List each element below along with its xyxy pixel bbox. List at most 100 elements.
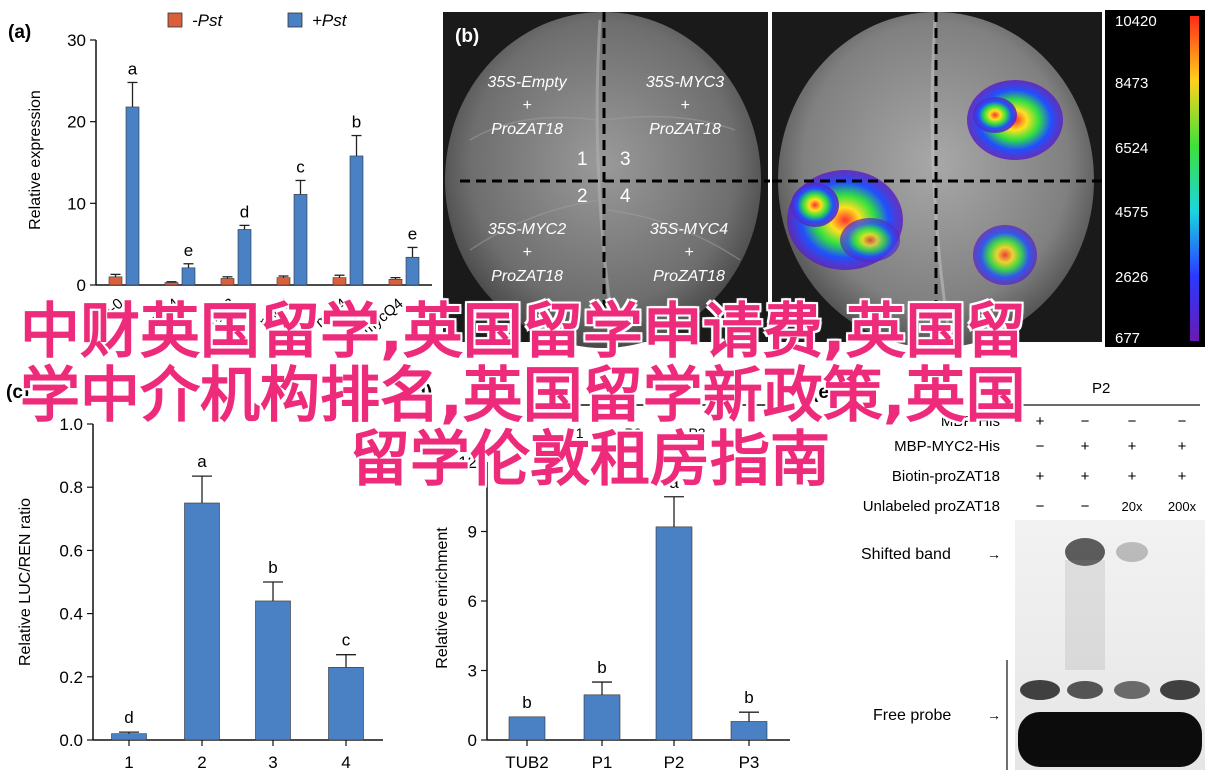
bar-minus-pst: [164, 282, 179, 286]
significance-letter: b: [597, 658, 606, 677]
arrow-icon: →: [987, 546, 1001, 562]
x-tick-label: 1: [124, 753, 133, 772]
panel-b: (b) 35S-Empty + ProZAT18 35S-MYC3 + ProZ…: [443, 10, 1205, 348]
panel-e: (e) P2 MBP-His MBP-MYC2-His Biotin-proZA…: [812, 380, 1205, 770]
bar-plus-pst: [125, 106, 140, 286]
y-tick-label: 0: [77, 276, 86, 295]
quadrant-numbers: 1 3 2 4: [577, 149, 631, 207]
construct-label: +: [680, 97, 689, 114]
significance-letter: c: [296, 157, 305, 176]
emsa-cell: +: [1081, 438, 1090, 455]
x-tick-label: myc3: [256, 295, 294, 331]
row-label: Unlabeled proZAT18: [863, 498, 1000, 515]
y-tick-label: 0.8: [59, 478, 83, 497]
y-tick-label: 3: [468, 662, 477, 681]
row-label: MBP-MYC2-His: [894, 438, 1000, 455]
x-tick-label: TUB2: [505, 753, 548, 772]
significance-letter: b: [744, 688, 753, 707]
significance-letter: c: [342, 631, 351, 650]
chart-d: 0 3 6 9 12 b TUB2 b P1 a P2 b P3: [458, 453, 790, 772]
bar-minus-pst: [108, 276, 123, 286]
bar: [508, 716, 546, 741]
y-tick-label: 1.0: [59, 415, 83, 434]
construct-labels: 35S-Empty + ProZAT18 35S-MYC3 + ProZAT18…: [487, 74, 728, 285]
quadrant-number: 4: [620, 186, 631, 207]
emsa-cell: −: [1036, 498, 1045, 515]
panel-e-tag: (e): [812, 382, 835, 403]
y-tick-label: 9: [468, 523, 477, 542]
y-tick-label: 0.4: [59, 605, 83, 624]
bar-plus-pst: [349, 155, 364, 286]
x-tick-label: P1: [592, 753, 613, 772]
region-label: P2: [624, 425, 641, 441]
p2-label: P2: [1092, 380, 1110, 397]
construct-label: 35S-Empty: [487, 74, 567, 91]
significance-letter: e: [408, 224, 417, 243]
y-tick-label: 10: [67, 194, 86, 213]
emsa-cell: +: [1178, 468, 1187, 485]
quadrant-number: 3: [620, 149, 631, 170]
emsa-cell: +: [1036, 468, 1045, 485]
x-tick-label: myc2: [200, 295, 238, 331]
construct-label: +: [522, 244, 531, 261]
significance-letter: a: [128, 59, 138, 78]
bar-minus-pst: [220, 278, 235, 286]
emsa-cell: 20x: [1122, 499, 1143, 514]
bar-minus-pst: [332, 277, 347, 286]
emsa-cell: +: [1128, 468, 1137, 485]
legend-swatch-plus: [287, 12, 303, 28]
y-tick-label: 12: [458, 453, 477, 472]
panel-c: (c) Relative LUC/REN ratio 0.00.20.40.60…: [6, 382, 383, 772]
color-scale-labels: 10420 8473 6524 4575 2626 677: [1115, 13, 1157, 347]
construct-label: ProZAT18: [491, 121, 563, 138]
quadrant-number: 2: [577, 186, 588, 207]
emsa-cell: −: [1178, 413, 1187, 430]
bar: [730, 721, 768, 741]
scale-label: 4575: [1115, 204, 1148, 221]
bar: [111, 733, 147, 741]
shifted-band-label: Shifted band: [861, 546, 951, 563]
scale-label: 677: [1115, 330, 1140, 347]
bar: [655, 526, 693, 741]
luminescence-signal: [787, 80, 1063, 285]
emsa-cell: +: [1036, 413, 1045, 430]
construct-label: 35S-MYC3: [646, 74, 724, 91]
panel-d: (d) P1 P2 P3 Relative enrichment 0 3 6 9 12 b…: [408, 382, 790, 772]
bar: [328, 667, 364, 741]
region-labels: P1 P2 P3: [566, 425, 705, 441]
construct-label: ProZAT18: [649, 121, 721, 138]
bar-plus-pst: [293, 194, 308, 286]
construct-label: 35S-MYC2: [488, 221, 566, 238]
gel-bands: [1018, 538, 1202, 767]
emsa-cell: −: [1081, 498, 1090, 515]
significance-letter: d: [240, 202, 249, 221]
y-tick-label: 30: [67, 31, 86, 50]
bar: [184, 502, 220, 741]
significance-letter: b: [268, 558, 277, 577]
x-tick-label: 2: [197, 753, 206, 772]
significance-letter: a: [197, 452, 207, 471]
chart-c: 0.0 0.2 0.4 0.6 0.8 1.0 d 1 a 2 b 3 c 4: [59, 415, 383, 772]
x-tick-label: col-0: [91, 295, 127, 329]
quadrant-number: 1: [577, 149, 588, 170]
row-label: MBP-His: [941, 413, 1000, 430]
panel-c-ylabel: Relative LUC/REN ratio: [17, 498, 34, 666]
y-tick-label: 0: [468, 731, 477, 750]
y-tick-label: 6: [468, 592, 477, 611]
emsa-table: MBP-His MBP-MYC2-His Biotin-proZAT18 Unl…: [863, 413, 1197, 515]
bar-minus-pst: [276, 277, 291, 286]
panel-a-ylabel: Relative expression: [27, 90, 44, 230]
bar: [583, 694, 621, 741]
bar-plus-pst: [405, 256, 420, 286]
row-label: Biotin-proZAT18: [892, 468, 1000, 485]
emsa-cell: 200x: [1168, 499, 1197, 514]
bar-plus-pst: [237, 229, 252, 286]
y-tick-label: 0.6: [59, 541, 83, 560]
color-scale-box: [1105, 10, 1205, 347]
legend-swatch-minus: [167, 12, 183, 28]
x-tick-label: 4: [341, 753, 350, 772]
bar: [255, 600, 291, 741]
x-tick-label: col-4: [147, 295, 183, 329]
panel-d-ylabel: Relative enrichment: [434, 527, 451, 669]
construct-label: +: [522, 97, 531, 114]
